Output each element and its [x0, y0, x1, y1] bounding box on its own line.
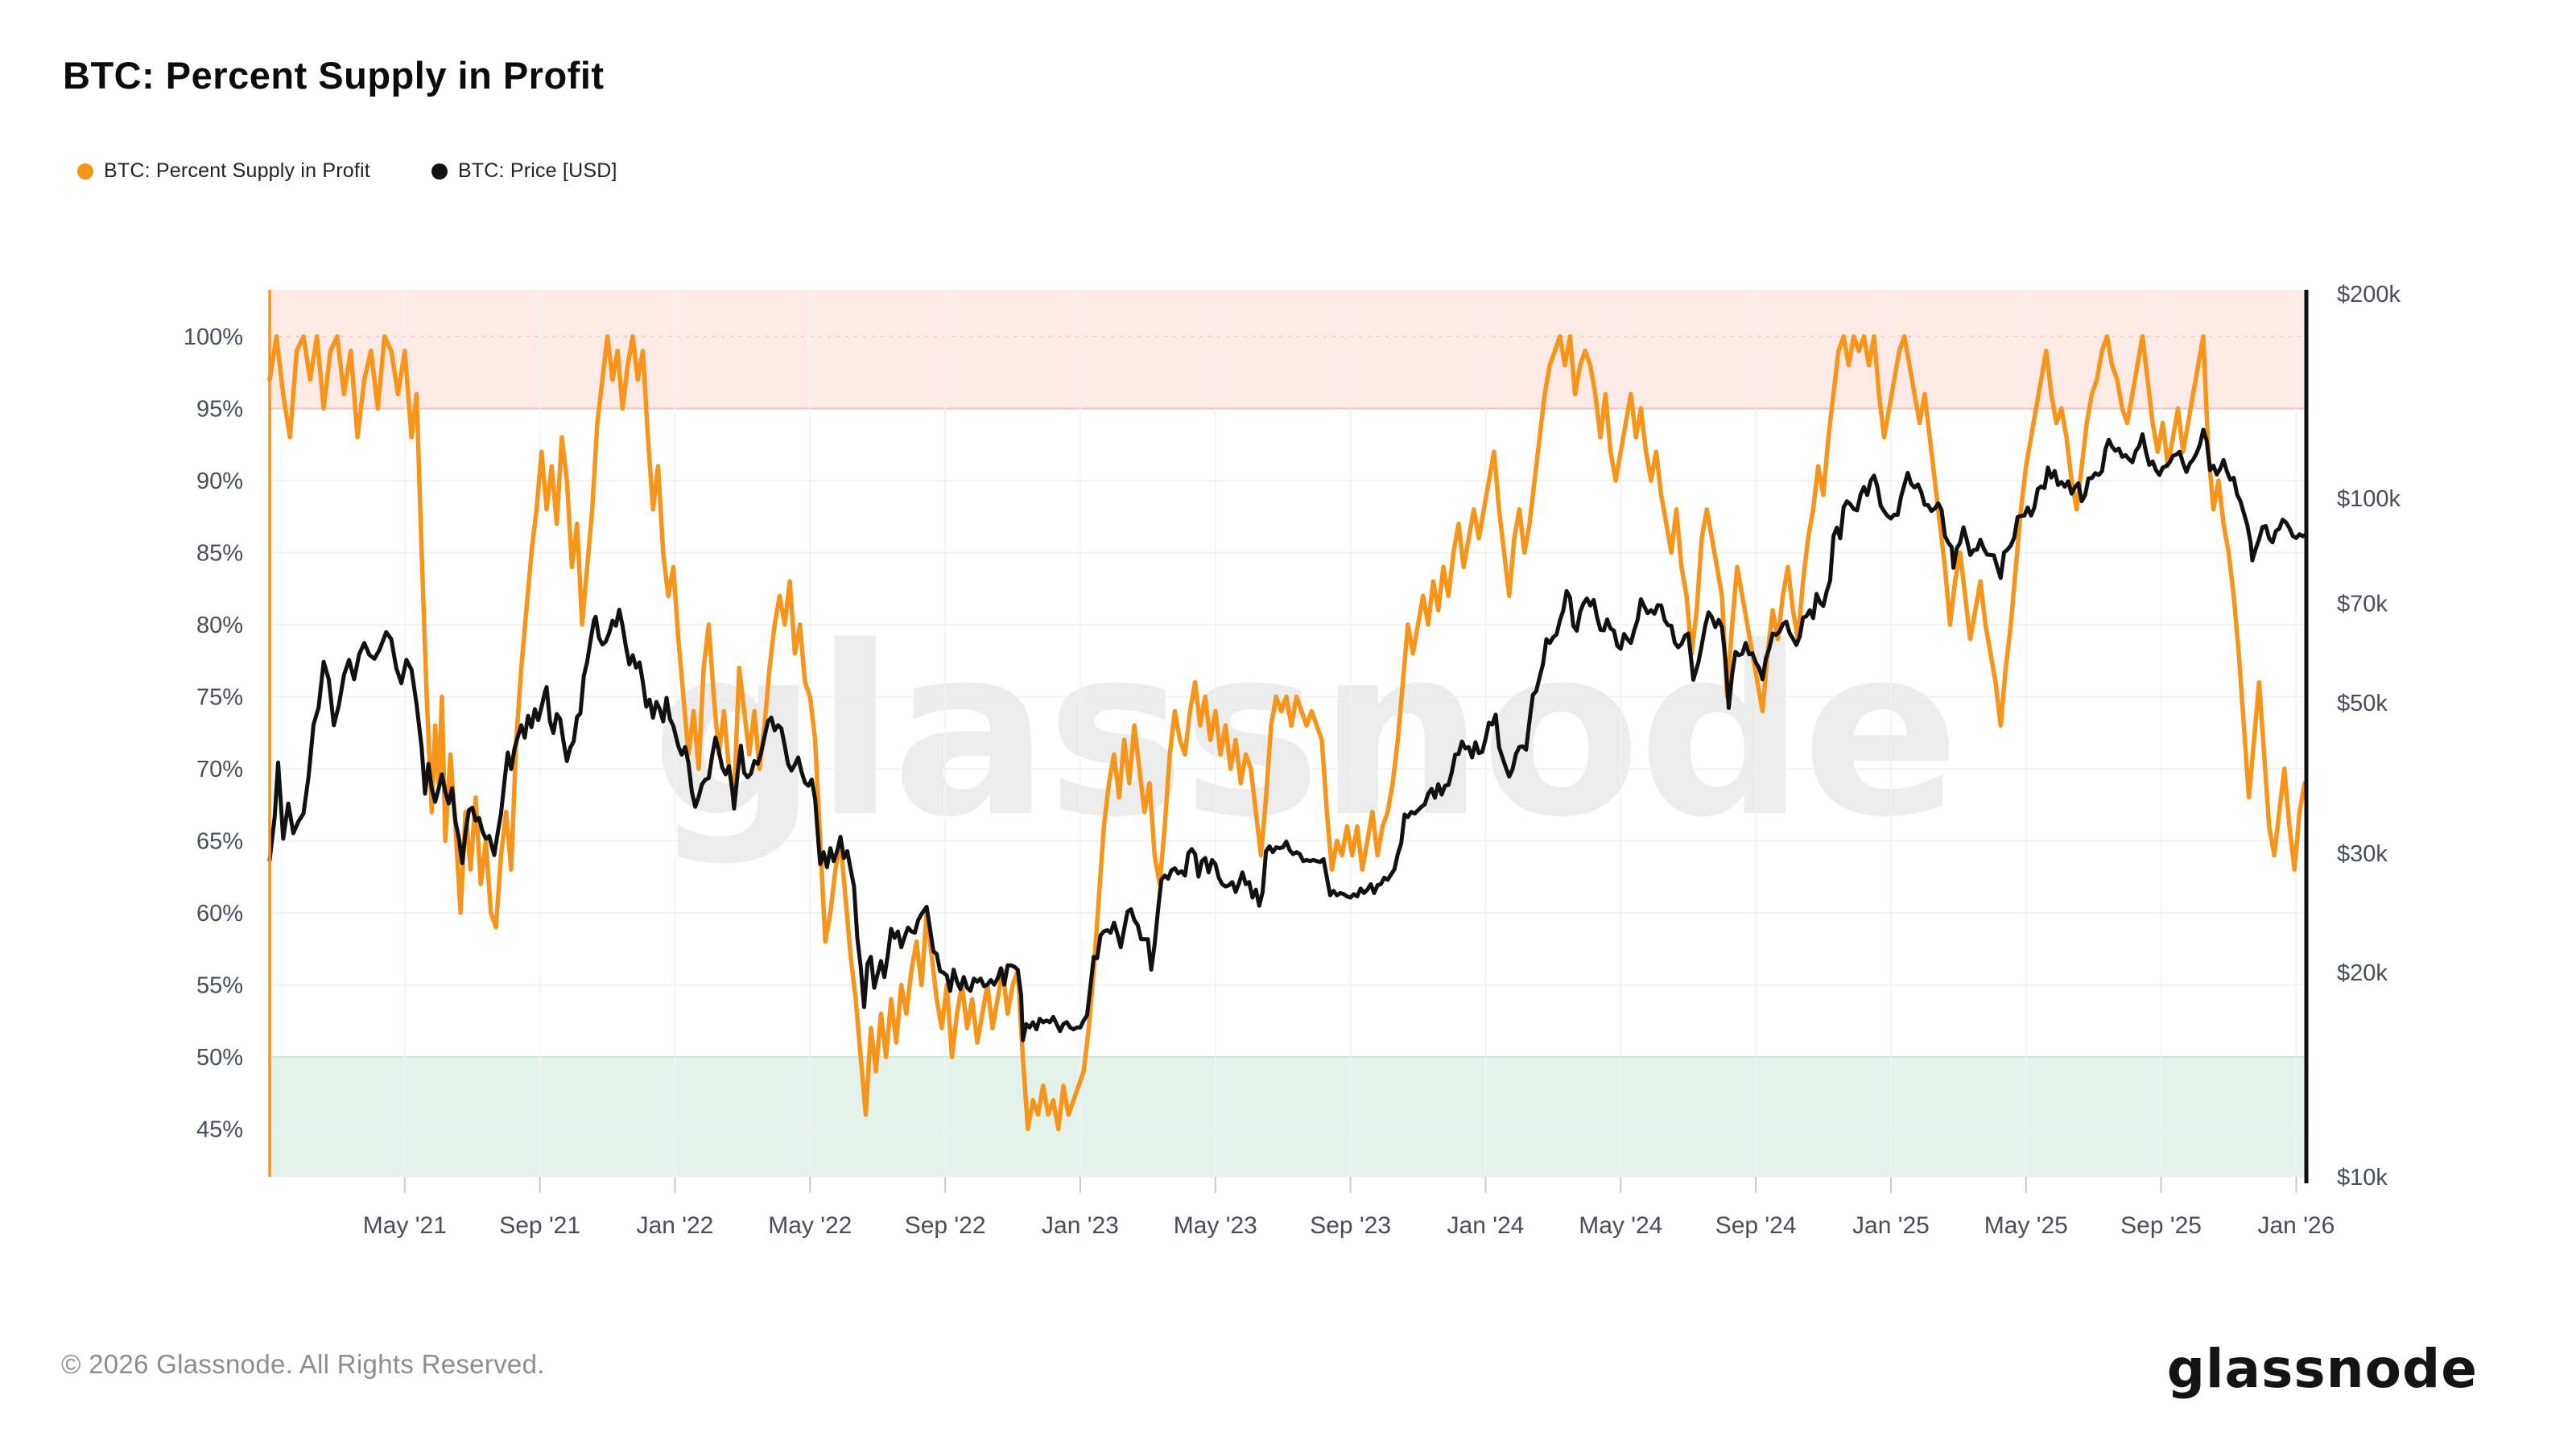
y-left-tick-label: 65%	[196, 829, 243, 855]
y-right-tick-label: $50k	[2337, 691, 2388, 716]
y-left-tick-label: 85%	[196, 541, 243, 567]
y-right-tick-label: $70k	[2337, 592, 2388, 617]
percent-supply-legend-dot-icon	[77, 163, 93, 180]
x-tick-label: May '24	[1579, 1212, 1662, 1239]
y-left-tick-label: 100%	[184, 324, 243, 350]
x-tick-label: Sep '23	[1310, 1212, 1391, 1239]
y-left-tick-label: 55%	[196, 973, 243, 999]
x-tick-label: May '25	[1984, 1212, 2068, 1239]
x-tick-label: Sep '21	[499, 1212, 580, 1239]
x-tick-label: Jan '24	[1447, 1212, 1525, 1239]
y-left-tick-label: 50%	[196, 1045, 243, 1071]
price-line	[267, 427, 2309, 1042]
y-left-tick-label: 60%	[196, 901, 243, 927]
y-right-tick-label: $20k	[2337, 960, 2388, 986]
percent-supply-line	[267, 334, 2307, 1132]
y-right-tick-label: $200k	[2337, 282, 2401, 308]
copyright-notice: © 2026 Glassnode. All Rights Reserved.	[61, 1349, 545, 1379]
y-right-tick-label: $100k	[2337, 486, 2401, 512]
x-tick-label: Jan '22	[637, 1212, 714, 1239]
legend-item-percent-supply[interactable]: BTC: Percent Supply in Profit	[77, 159, 370, 183]
x-tick-label: Sep '25	[2120, 1212, 2202, 1239]
x-tick-label: Sep '22	[905, 1212, 986, 1239]
legend-item-price[interactable]: BTC: Price [USD]	[431, 159, 617, 183]
page-title: BTC: Percent Supply in Profit	[63, 54, 605, 97]
watermark: glassnode	[651, 597, 1957, 869]
glassnode-wordmark: glassnode	[2166, 1338, 2478, 1400]
price-legend-dot-icon	[431, 163, 448, 180]
x-tick-label: Sep '24	[1715, 1212, 1797, 1239]
x-tick-label: Jan '25	[1852, 1212, 1930, 1239]
y-left-tick-label: 75%	[196, 685, 243, 711]
y-left-tick-label: 80%	[196, 613, 243, 638]
y-left-tick-label: 70%	[196, 757, 243, 782]
legend-label: BTC: Percent Supply in Profit	[104, 159, 370, 182]
x-tick-label: May '21	[363, 1212, 447, 1239]
y-right-tick-label: $30k	[2337, 841, 2388, 867]
y-left-tick-label: 45%	[196, 1117, 243, 1143]
x-tick-label: Jan '23	[1042, 1212, 1119, 1239]
legend-label: BTC: Price [USD]	[457, 159, 617, 182]
x-tick-label: Jan '26	[2258, 1212, 2335, 1239]
y-right-tick-label: $10k	[2337, 1165, 2388, 1191]
x-tick-label: May '22	[768, 1212, 852, 1239]
overbought-band	[270, 290, 2306, 409]
chart-legend: BTC: Percent Supply in Profit BTC: Price…	[77, 159, 617, 183]
oversold-band	[270, 1057, 2306, 1177]
x-tick-label: May '23	[1174, 1212, 1257, 1239]
y-left-tick-label: 95%	[196, 397, 243, 423]
y-left-tick-label: 90%	[196, 469, 243, 494]
